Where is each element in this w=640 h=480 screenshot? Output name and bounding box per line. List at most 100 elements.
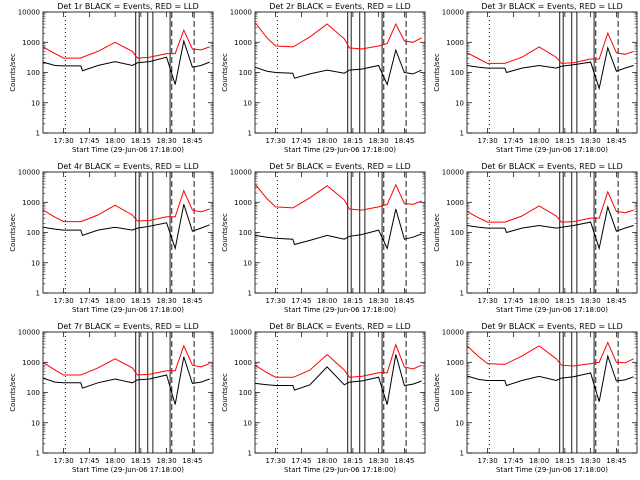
- chart-title: Det 9r BLACK = Events, RED = LLD: [481, 322, 623, 331]
- x-axis-label: Start Time (29-Jun-06 17:18:00): [284, 146, 396, 154]
- series-line-lld: [42, 189, 210, 223]
- plot-frame: [42, 331, 214, 454]
- y-tick-label: 1000: [446, 359, 464, 367]
- y-tick-label: 100: [451, 229, 464, 237]
- x-tick-label: 18:00: [317, 137, 337, 145]
- x-tick-label: 18:15: [555, 457, 575, 465]
- y-tick-label: 1000: [22, 39, 40, 47]
- y-tick-label: 10000: [442, 169, 464, 177]
- series-line-lld: [254, 183, 422, 211]
- x-tick-label: 18:45: [182, 297, 202, 305]
- plot-frame: [466, 11, 638, 134]
- series-line-events: [466, 205, 634, 251]
- x-tick-label: 18:30: [581, 457, 601, 465]
- series-line-lld: [466, 190, 634, 223]
- chart-panel-5: Det 5r BLACK = Events, RED = LLD 1 10 100 10…: [221, 162, 426, 314]
- y-tick-label: 100: [239, 69, 252, 77]
- x-tick-label: 17:45: [503, 297, 523, 305]
- y-tick-label: 10: [455, 99, 464, 107]
- x-tick-label: 18:15: [343, 297, 363, 305]
- x-tick-label: 17:30: [266, 457, 286, 465]
- x-tick-label: 17:45: [503, 137, 523, 145]
- y-axis-label: Counts/sec: [433, 53, 441, 92]
- y-tick-label: 1000: [234, 359, 252, 367]
- y-tick-label: 10000: [18, 329, 40, 337]
- x-tick-label: 18:45: [394, 137, 414, 145]
- plot-frame: [466, 171, 638, 294]
- series-line-lld: [42, 344, 210, 376]
- y-tick-label: 100: [451, 69, 464, 77]
- x-tick-label: 18:45: [182, 457, 202, 465]
- x-tick-label: 17:30: [266, 297, 286, 305]
- y-tick-label: 100: [27, 69, 40, 77]
- y-tick-label: 1: [460, 450, 464, 458]
- y-tick-label: 100: [27, 389, 40, 397]
- chart-title: Det 3r BLACK = Events, RED = LLD: [481, 2, 623, 11]
- x-tick-label: 17:45: [503, 457, 523, 465]
- y-tick-label: 10: [243, 259, 252, 267]
- x-tick-label: 18:00: [529, 137, 549, 145]
- y-tick-label: 10000: [230, 329, 252, 337]
- x-tick-label: 18:30: [369, 457, 389, 465]
- x-tick-label: 18:15: [131, 457, 151, 465]
- x-tick-label: 18:45: [606, 297, 626, 305]
- plot-frame: [254, 171, 426, 294]
- y-tick-label: 1: [36, 290, 40, 298]
- series-line-lld: [42, 28, 210, 59]
- y-tick-label: 10: [455, 259, 464, 267]
- x-tick-label: 18:15: [131, 137, 151, 145]
- y-tick-label: 1: [460, 130, 464, 138]
- y-tick-label: 100: [239, 389, 252, 397]
- chart-title: Det 1r BLACK = Events, RED = LLD: [57, 2, 199, 11]
- x-tick-label: 18:15: [343, 137, 363, 145]
- y-tick-label: 1: [248, 450, 252, 458]
- x-tick-label: 17:30: [478, 137, 498, 145]
- chart-panel-4: Det 4r BLACK = Events, RED = LLD 1 10 100 10…: [9, 162, 214, 314]
- series-line-lld: [466, 31, 634, 64]
- y-tick-label: 10: [243, 419, 252, 427]
- y-axis-label: Counts/sec: [221, 373, 229, 412]
- x-axis-label: Start Time (29-Jun-06 17:18:00): [72, 146, 184, 154]
- y-tick-label: 10: [31, 259, 40, 267]
- y-tick-label: 1: [36, 130, 40, 138]
- y-axis-label: Counts/sec: [9, 213, 17, 252]
- y-tick-label: 100: [27, 229, 40, 237]
- y-axis-label: Counts/sec: [9, 53, 17, 92]
- x-tick-label: 17:30: [54, 457, 74, 465]
- y-tick-label: 1000: [234, 39, 252, 47]
- series-line-lld: [254, 22, 422, 50]
- y-tick-label: 10000: [442, 329, 464, 337]
- series-line-events: [254, 48, 422, 87]
- x-tick-label: 18:00: [105, 297, 125, 305]
- y-tick-label: 1000: [22, 359, 40, 367]
- y-tick-label: 10000: [18, 9, 40, 17]
- x-tick-label: 18:30: [369, 297, 389, 305]
- series-line-events: [42, 39, 210, 85]
- x-tick-label: 18:30: [157, 137, 177, 145]
- y-tick-label: 10: [31, 99, 40, 107]
- chart-title: Det 8r BLACK = Events, RED = LLD: [269, 322, 411, 331]
- x-tick-label: 18:15: [131, 297, 151, 305]
- x-tick-label: 18:15: [555, 297, 575, 305]
- chart-panel-8: Det 8r BLACK = Events, RED = LLD 1 10 100 10…: [221, 322, 426, 474]
- chart-title: Det 4r BLACK = Events, RED = LLD: [57, 162, 199, 171]
- x-tick-label: 17:30: [478, 297, 498, 305]
- x-tick-label: 18:15: [343, 457, 363, 465]
- x-axis-label: Start Time (29-Jun-06 17:18:00): [72, 306, 184, 314]
- chart-title: Det 5r BLACK = Events, RED = LLD: [269, 162, 411, 171]
- x-tick-label: 18:00: [317, 457, 337, 465]
- y-tick-label: 1000: [446, 199, 464, 207]
- y-tick-label: 10000: [442, 9, 464, 17]
- y-axis-label: Counts/sec: [221, 53, 229, 92]
- x-tick-label: 17:30: [478, 457, 498, 465]
- series-line-events: [254, 354, 422, 405]
- x-tick-label: 18:30: [157, 297, 177, 305]
- chart-title: Det 2r BLACK = Events, RED = LLD: [269, 2, 411, 11]
- chart-panel-2: Det 2r BLACK = Events, RED = LLD 1 10 100 10…: [221, 2, 426, 154]
- y-axis-label: Counts/sec: [433, 213, 441, 252]
- x-tick-label: 18:00: [529, 457, 549, 465]
- x-tick-label: 18:45: [182, 137, 202, 145]
- chart-title: Det 6r BLACK = Events, RED = LLD: [481, 162, 623, 171]
- series-line-lld: [466, 341, 634, 367]
